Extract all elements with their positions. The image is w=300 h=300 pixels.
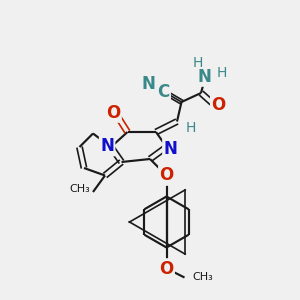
Text: N: N xyxy=(142,75,155,93)
Text: N: N xyxy=(197,68,211,85)
Text: H: H xyxy=(217,66,227,80)
Text: O: O xyxy=(159,260,174,278)
Text: N: N xyxy=(100,137,114,155)
Text: N: N xyxy=(164,140,177,158)
Text: CH₃: CH₃ xyxy=(192,272,213,283)
Text: H: H xyxy=(193,56,203,70)
Text: H: H xyxy=(185,121,196,134)
Text: CH₃: CH₃ xyxy=(69,184,90,194)
Text: O: O xyxy=(106,103,121,122)
Text: C: C xyxy=(158,82,169,100)
Text: O: O xyxy=(211,96,226,114)
Text: O: O xyxy=(159,167,174,184)
